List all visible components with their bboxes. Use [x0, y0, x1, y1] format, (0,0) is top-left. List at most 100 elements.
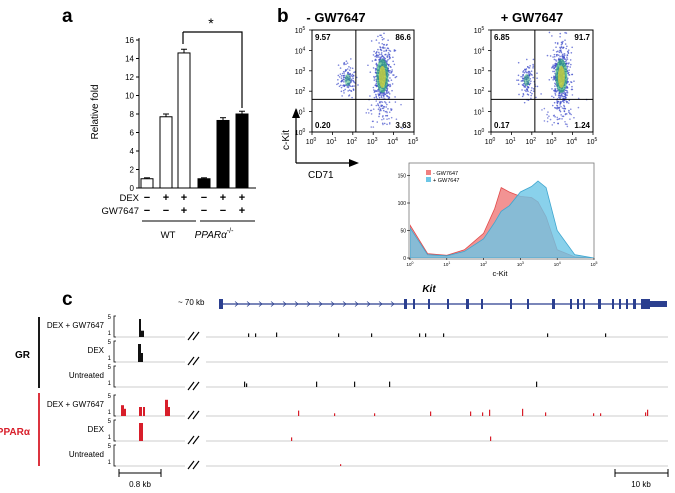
- flow-event: [524, 68, 526, 71]
- a-y-tick-label: 0: [130, 184, 135, 193]
- flow-event: [563, 53, 566, 55]
- flow-event: [565, 59, 568, 62]
- hist-y-tick-label: 150: [398, 174, 407, 180]
- track-scale-max: 5: [108, 444, 112, 450]
- flow-event: [379, 34, 381, 37]
- track-scale-min: 1: [108, 331, 112, 337]
- strand-arrow: [378, 301, 383, 307]
- flow-event: [561, 95, 564, 98]
- a-y-tick-label: 16: [125, 36, 134, 45]
- flow-event: [554, 62, 557, 65]
- flow-event: [532, 58, 535, 61]
- break-mark: [192, 410, 200, 420]
- track-peak: [138, 344, 141, 362]
- flow-event: [343, 76, 346, 79]
- flow-event: [556, 104, 558, 107]
- flow-event: [554, 90, 557, 92]
- gene-exon: [633, 299, 636, 309]
- flow-event: [562, 97, 564, 99]
- flow-event: [383, 96, 385, 98]
- plot-frame: [490, 29, 594, 133]
- flow-event: [567, 72, 569, 74]
- quadrant-upper-left: 9.57: [315, 33, 331, 42]
- track-scale-max: 5: [108, 365, 112, 371]
- flow-event: [387, 64, 390, 67]
- flow-event: [562, 47, 564, 49]
- dex-sign: +: [239, 192, 245, 204]
- panel-a-bars: [140, 48, 249, 189]
- flow-event: [556, 101, 559, 104]
- flow-event: [383, 122, 386, 125]
- flow-event: [367, 108, 369, 111]
- gene-name: Kit: [422, 284, 436, 295]
- flow-event: [388, 54, 391, 56]
- flow-event: [386, 56, 389, 59]
- flow-event: [554, 42, 557, 44]
- flow-event: [395, 118, 398, 121]
- flow-event: [522, 69, 525, 72]
- flow-event: [543, 107, 546, 110]
- flow-event: [529, 82, 532, 85]
- track-peak: [248, 333, 250, 337]
- hist-x-tick-label: 104: [554, 261, 561, 267]
- plot-frame: [311, 29, 415, 133]
- significance-bracket: *: [182, 15, 243, 108]
- x-tick-label: 100: [306, 137, 317, 146]
- flow-event: [380, 96, 383, 99]
- flow-event: [387, 70, 390, 73]
- flow-event: [386, 123, 388, 126]
- density-left: [523, 73, 530, 86]
- legend-plus: + GW7647: [433, 178, 459, 184]
- a-y-tick-label: 6: [130, 129, 135, 138]
- flow-event: [566, 67, 569, 69]
- flow-event: [530, 89, 533, 92]
- flow-event: [381, 94, 383, 96]
- flow-event: [384, 93, 387, 95]
- flow-event: [372, 108, 375, 110]
- gene-exon: [619, 299, 621, 309]
- flow-event: [566, 101, 568, 104]
- flow-event: [379, 46, 382, 49]
- flow-event: [553, 55, 556, 58]
- hist-x-tick-label: 101: [443, 261, 450, 267]
- hist-x-tick-label: 102: [480, 261, 487, 267]
- y-tick-label: 104: [295, 46, 306, 55]
- flow-event: [377, 104, 380, 107]
- flow-event: [557, 50, 559, 52]
- track-peak: [291, 437, 293, 441]
- flow-event: [353, 71, 355, 74]
- flow-event: [520, 75, 522, 78]
- gene-exon: [219, 299, 223, 309]
- track-peak: [124, 408, 126, 416]
- flow-event: [352, 77, 354, 80]
- flow-event: [340, 75, 343, 77]
- strand-arrow: [366, 301, 371, 307]
- flow-event: [378, 58, 381, 61]
- flow-ylabel: c-Kit: [281, 130, 292, 150]
- ckit-histogram: 0 50 100 150 100 101 102 103 104 105 - GW7647 + G…: [398, 162, 598, 278]
- flow-event: [527, 71, 529, 74]
- flow-event: [370, 126, 373, 128]
- flow-event: [531, 87, 533, 89]
- flow-event: [523, 101, 526, 104]
- flow-event: [530, 94, 532, 97]
- flow-event: [388, 49, 390, 52]
- flow-event: [552, 49, 555, 51]
- flow-event: [521, 76, 524, 78]
- track-peak: [334, 413, 336, 416]
- track-label: DEX: [88, 346, 105, 355]
- track-peak: [547, 333, 549, 337]
- flow-event: [560, 49, 562, 51]
- flow-event: [374, 75, 377, 78]
- flow-event: [532, 76, 534, 79]
- flow-event: [378, 113, 381, 116]
- flow-event: [391, 70, 393, 73]
- flow-event: [346, 62, 349, 64]
- flow-event: [553, 53, 556, 56]
- flow-event: [384, 101, 386, 103]
- flow-event: [342, 78, 345, 81]
- flow-event: [566, 58, 569, 60]
- gene-exon: [552, 299, 555, 309]
- flow-event: [569, 66, 572, 68]
- break-mark: [187, 410, 195, 420]
